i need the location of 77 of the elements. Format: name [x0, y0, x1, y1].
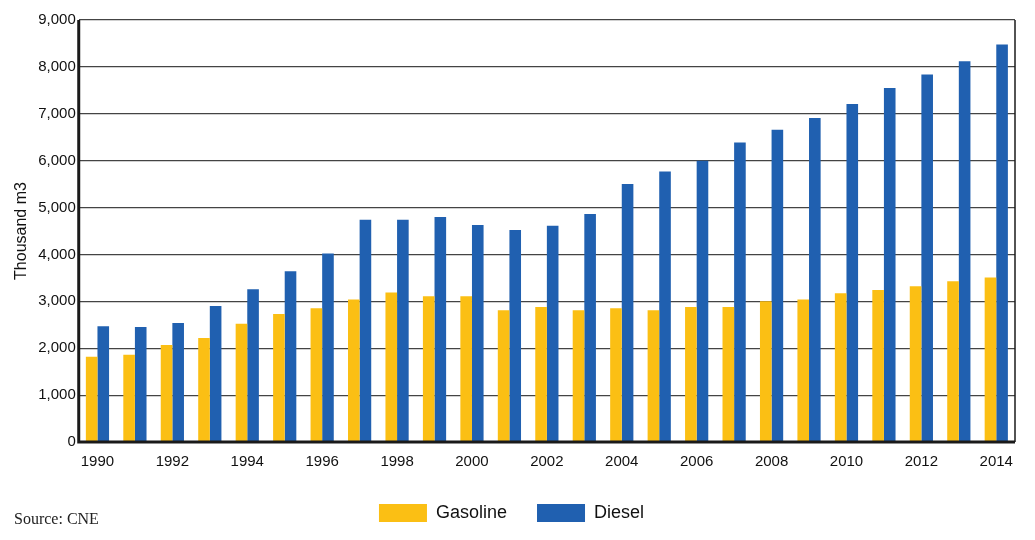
bar — [647, 310, 660, 442]
bar — [797, 299, 810, 442]
bar — [572, 310, 585, 442]
bar — [984, 277, 997, 442]
bar — [97, 326, 110, 442]
x-tick-label: 2006 — [679, 452, 714, 470]
y-tick-label: 1,000 — [38, 385, 76, 403]
bar — [172, 322, 184, 442]
x-tick-label: 1998 — [380, 452, 414, 470]
legend-label: Gasoline — [435, 501, 508, 522]
bar — [385, 292, 398, 442]
bar — [809, 118, 821, 442]
bar — [322, 253, 334, 442]
bar — [759, 301, 772, 442]
bar — [883, 87, 896, 442]
bar — [397, 219, 409, 442]
bar — [123, 354, 135, 442]
bar — [722, 306, 735, 442]
bar — [160, 344, 173, 442]
bar — [422, 296, 435, 442]
bar — [348, 299, 360, 442]
bar — [659, 171, 671, 442]
x-tick-label: 2004 — [605, 452, 639, 470]
bar — [834, 293, 847, 442]
bar — [909, 286, 922, 442]
bar — [434, 216, 447, 442]
bar — [621, 184, 634, 442]
x-tick-label: 2008 — [754, 452, 789, 470]
bar — [546, 225, 559, 442]
bar — [471, 224, 484, 442]
bar — [460, 296, 472, 442]
bar — [235, 323, 248, 442]
y-tick-label: 0 — [67, 432, 76, 450]
x-tick-label: 2012 — [904, 452, 939, 470]
source-note: Source: CNE — [14, 510, 99, 528]
bar — [771, 129, 784, 442]
y-tick-label: 4,000 — [38, 244, 76, 262]
bar — [273, 313, 285, 442]
x-tick-label: 1996 — [305, 452, 339, 470]
x-tick-label: 2010 — [829, 452, 864, 470]
bar — [696, 160, 709, 442]
bar — [958, 61, 971, 442]
x-tick-label: 2000 — [455, 452, 489, 470]
bar — [198, 337, 210, 442]
x-tick-label: 1992 — [155, 452, 190, 470]
bar — [921, 74, 933, 442]
bar — [209, 306, 222, 442]
y-tick-label: 6,000 — [38, 150, 76, 168]
bar — [535, 306, 547, 442]
bar — [846, 103, 859, 442]
x-tick-label: 2014 — [979, 452, 1013, 470]
bar — [284, 271, 297, 442]
bar — [872, 290, 884, 442]
x-tick-label: 1994 — [230, 452, 264, 470]
y-tick-label: 5,000 — [38, 197, 76, 215]
y-axis-title: Thousand m3 — [12, 181, 30, 280]
bar — [734, 142, 746, 442]
bar — [584, 214, 596, 442]
bar — [85, 356, 98, 442]
y-tick-label: 8,000 — [38, 57, 76, 75]
bar — [947, 281, 959, 442]
bar — [247, 289, 259, 442]
bar — [497, 310, 510, 442]
x-tick-label: 2002 — [530, 452, 564, 470]
bar — [509, 230, 522, 442]
y-tick-label: 9,000 — [38, 10, 76, 28]
bar — [610, 308, 622, 442]
bar — [996, 44, 1008, 442]
bar — [134, 327, 147, 442]
y-tick-label: 2,000 — [38, 338, 76, 356]
bar — [359, 219, 372, 442]
bar — [310, 308, 323, 442]
y-tick-label: 3,000 — [38, 291, 76, 309]
y-tick-label: 7,000 — [38, 103, 76, 121]
bar — [685, 306, 697, 442]
legend-label: Diesel — [594, 501, 645, 522]
x-tick-label: 1990 — [80, 452, 115, 470]
